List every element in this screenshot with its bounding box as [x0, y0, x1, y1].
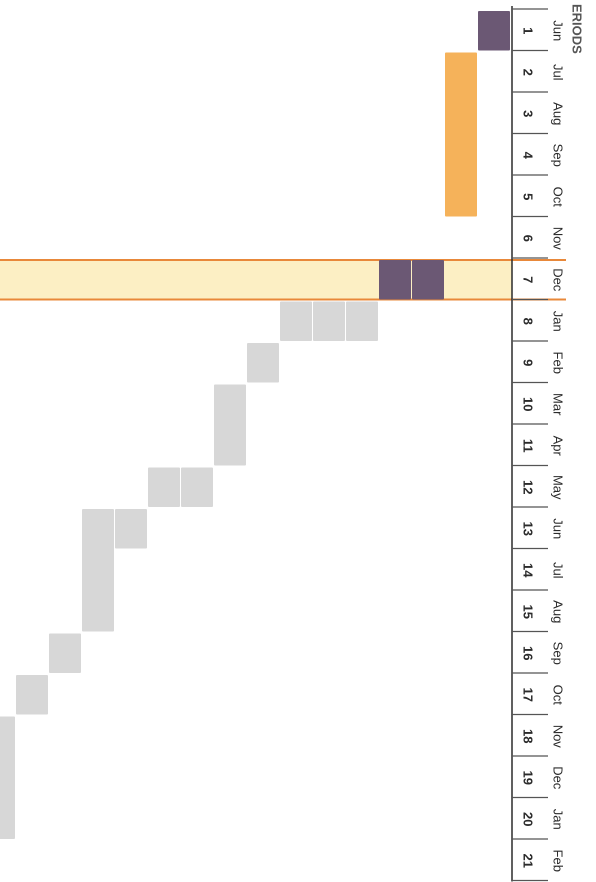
month-label-13: Jun: [551, 518, 566, 539]
task-bar-12: [115, 509, 147, 549]
period-label-2: 2: [521, 69, 536, 76]
month-label-3: Aug: [551, 102, 566, 125]
task-bar-9: [214, 384, 246, 466]
section-title: ERIODS: [570, 4, 585, 54]
month-label-5: Oct: [551, 187, 566, 208]
period-label-4: 4: [521, 152, 536, 160]
period-label-10: 10: [521, 397, 536, 411]
month-label-11: Apr: [551, 436, 566, 457]
task-bar-13: [82, 509, 114, 632]
period-label-19: 19: [521, 771, 536, 785]
period-label-8: 8: [521, 318, 536, 325]
task-bar-7: [280, 301, 312, 341]
task-bar-8: [247, 343, 279, 383]
month-label-4: Sep: [551, 144, 566, 167]
period-label-5: 5: [521, 193, 536, 200]
period-label-6: 6: [521, 235, 536, 242]
period-label-17: 17: [521, 688, 536, 702]
month-label-17: Oct: [551, 685, 566, 706]
month-label-15: Aug: [551, 600, 566, 623]
month-label-21: Feb: [551, 850, 566, 872]
task-bar-3: [412, 260, 444, 300]
month-label-12: May: [551, 475, 566, 500]
month-label-9: Feb: [551, 352, 566, 374]
task-bar-4: [379, 260, 411, 300]
timeline-labels: ERIODS 1 Jun 2 Jul 3 Aug 4 Sep 5 Oct 6 Nov 7 Dec 8 Jan 9 F…: [521, 4, 585, 872]
period-label-21: 21: [521, 854, 536, 868]
month-label-7: Dec: [551, 268, 566, 292]
period-label-9: 9: [521, 359, 536, 366]
task-bar-16: [0, 716, 15, 839]
period-label-11: 11: [521, 439, 536, 453]
month-label-1: Jun: [551, 20, 566, 41]
task-bar-10: [181, 467, 213, 507]
period-label-1: 1: [521, 27, 536, 34]
period-label-13: 13: [521, 522, 536, 536]
month-label-19: Dec: [551, 766, 566, 790]
task-bars: [0, 11, 510, 839]
task-bar-5: [346, 301, 378, 341]
task-bar-1: [478, 11, 510, 51]
month-label-6: Nov: [551, 227, 566, 251]
month-label-20: Jan: [551, 809, 566, 830]
timeline-axis: [511, 6, 548, 882]
month-label-10: Mar: [551, 393, 566, 416]
period-label-14: 14: [521, 563, 536, 578]
period-label-15: 15: [521, 605, 536, 619]
period-label-3: 3: [521, 110, 536, 117]
period-label-16: 16: [521, 646, 536, 660]
month-label-16: Sep: [551, 642, 566, 665]
period-label-18: 18: [521, 729, 536, 743]
month-label-8: Jan: [551, 311, 566, 332]
task-bar-6: [313, 301, 345, 341]
task-bar-14: [49, 633, 81, 673]
task-bar-2: [445, 52, 477, 217]
task-bar-11: [148, 467, 180, 507]
month-label-18: Nov: [551, 725, 566, 749]
task-bar-15: [16, 675, 48, 715]
current-period-highlight-layer: [0, 259, 566, 301]
month-label-2: Jul: [551, 64, 566, 81]
period-label-20: 20: [521, 812, 536, 826]
month-label-14: Jul: [551, 562, 566, 579]
period-label-7: 7: [521, 276, 536, 283]
period-label-12: 12: [521, 480, 536, 494]
